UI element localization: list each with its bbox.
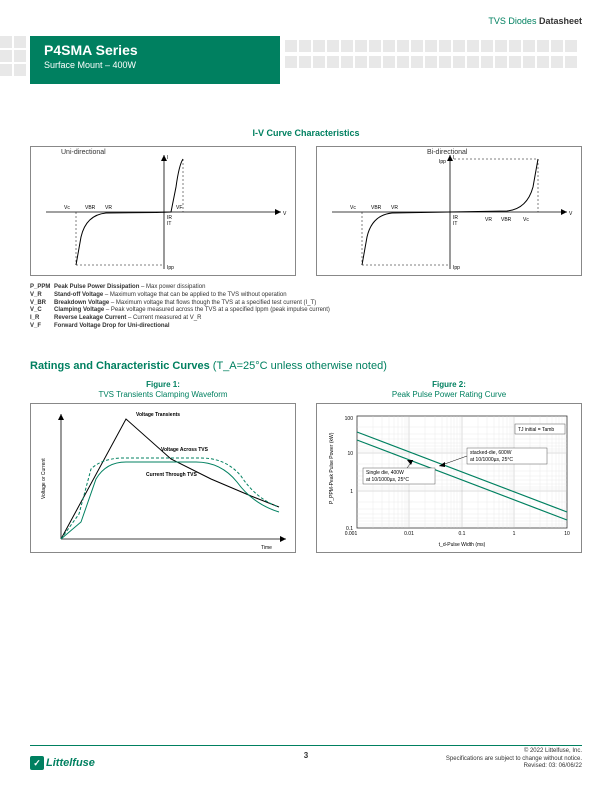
svg-text:10: 10	[564, 531, 570, 537]
svg-text:VBR: VBR	[371, 205, 382, 211]
svg-text:10: 10	[347, 451, 353, 457]
svg-text:IT: IT	[167, 221, 171, 227]
svg-text:VBR: VBR	[85, 205, 96, 211]
iv-curve-row: Uni-directional V I Vc VBR VR IR IT Ipp …	[30, 146, 582, 276]
svg-text:Time: Time	[261, 545, 272, 551]
svg-text:I: I	[453, 155, 454, 161]
svg-text:at 10/1000µs, 25°C: at 10/1000µs, 25°C	[366, 477, 409, 483]
svg-text:VF: VF	[176, 205, 182, 211]
deco-squares-bottom	[285, 56, 577, 68]
fig1-col: Figure 1:TVS Transients Clamping Wavefor…	[30, 380, 296, 553]
fig2-col: Figure 2:Peak Pulse Power Rating Curve	[316, 380, 582, 553]
svg-text:VR: VR	[105, 205, 112, 211]
svg-text:Vc: Vc	[350, 205, 356, 211]
svg-text:Current Through TVS: Current Through TVS	[146, 472, 197, 478]
svg-text:P_PPM-Peak Pulse Power (kW): P_PPM-Peak Pulse Power (kW)	[329, 432, 335, 504]
fig2-svg: TJ initial = Tamb stacked-die, 600W at 1…	[317, 404, 583, 554]
header-category-text: TVS Diodes	[488, 16, 536, 26]
svg-text:100: 100	[345, 416, 354, 422]
footer-divider	[30, 745, 582, 746]
svg-text:I: I	[167, 155, 168, 161]
svg-text:t_d-Pulse Width (ms): t_d-Pulse Width (ms)	[439, 542, 486, 548]
header-doctype: Datasheet	[539, 16, 582, 26]
deco-squares-left	[0, 36, 12, 76]
series-title: P4SMA Series	[44, 42, 266, 58]
header-category: TVS Diodes Datasheet	[488, 16, 582, 26]
svg-text:Ipp: Ipp	[453, 265, 460, 271]
iv-bi-svg: V I Vc VBR VR VR VBR Vc IR IT Ipp Ipp	[317, 147, 583, 277]
svg-text:0.1: 0.1	[459, 531, 466, 537]
svg-text:Voltage or Current: Voltage or Current	[41, 458, 47, 499]
fig2-box: TJ initial = Tamb stacked-die, 600W at 1…	[316, 403, 582, 553]
iv-bi-box: Bi-directional V I Vc VBR VR VR VBR Vc I…	[316, 146, 582, 276]
svg-text:VR: VR	[485, 217, 492, 223]
svg-text:Single die, 400W: Single die, 400W	[366, 470, 404, 476]
series-subtitle: Surface Mount – 400W	[44, 60, 266, 70]
deco-squares-left-2	[14, 36, 26, 76]
title-banner: P4SMA Series Surface Mount – 400W	[30, 36, 280, 84]
iv-uni-svg: V I Vc VBR VR IR IT Ipp VF	[31, 147, 297, 277]
fig1-box: Voltage Transients Voltage Across TVS Cu…	[30, 403, 296, 553]
svg-text:Ipp: Ipp	[167, 265, 174, 271]
svg-text:1: 1	[350, 489, 353, 495]
svg-text:V: V	[283, 211, 287, 217]
iv-section-title: I-V Curve Characteristics	[0, 128, 612, 138]
svg-text:Voltage Across TVS: Voltage Across TVS	[161, 447, 209, 453]
deco-squares-top	[285, 40, 577, 52]
svg-text:V: V	[569, 211, 573, 217]
svg-text:at 10/1000µs, 25°C: at 10/1000µs, 25°C	[470, 457, 513, 463]
ratings-title: Ratings and Characteristic Curves (T_A=2…	[30, 360, 387, 372]
iv-legend: P_PPMPeak Pulse Power Dissipation – Max …	[30, 284, 330, 331]
svg-text:0.01: 0.01	[404, 531, 414, 537]
footer-right: © 2022 Littelfuse, Inc. Specifications a…	[446, 748, 582, 770]
svg-text:VBR: VBR	[501, 217, 512, 223]
svg-text:stacked-die, 600W: stacked-die, 600W	[470, 450, 512, 456]
svg-text:1: 1	[513, 531, 516, 537]
svg-text:Ipp: Ipp	[439, 159, 446, 165]
svg-text:0.1: 0.1	[346, 526, 353, 532]
iv-uni-box: Uni-directional V I Vc VBR VR IR IT Ipp …	[30, 146, 296, 276]
svg-text:TJ initial = Tamb: TJ initial = Tamb	[518, 427, 554, 433]
svg-text:IT: IT	[453, 221, 457, 227]
figures-row: Figure 1:TVS Transients Clamping Wavefor…	[30, 380, 582, 553]
svg-text:Vc: Vc	[523, 217, 529, 223]
svg-text:Vc: Vc	[64, 205, 70, 211]
fig1-svg: Voltage Transients Voltage Across TVS Cu…	[31, 404, 297, 554]
svg-text:Voltage Transients: Voltage Transients	[136, 412, 180, 418]
svg-text:VR: VR	[391, 205, 398, 211]
